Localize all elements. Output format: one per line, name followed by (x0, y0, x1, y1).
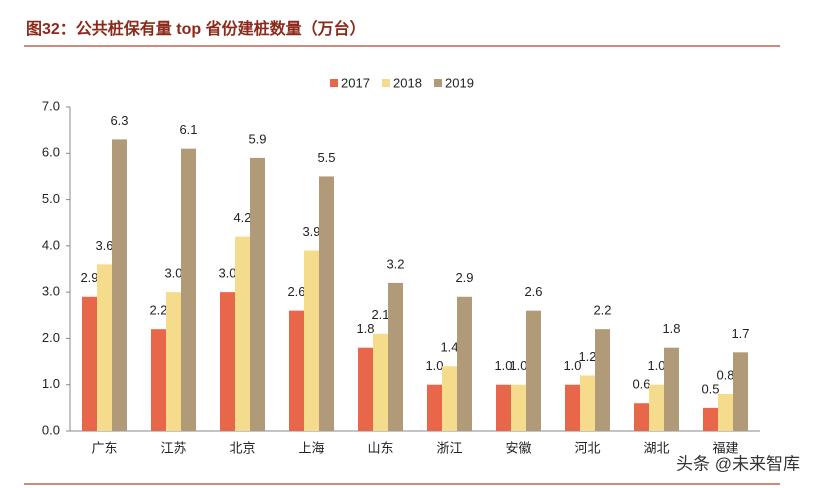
bar (289, 310, 304, 431)
value-label: 1.2 (578, 349, 596, 364)
x-tick-label: 安徽 (505, 440, 531, 455)
bar (181, 148, 196, 431)
y-tick-label: 6.0 (42, 145, 60, 160)
bar (220, 292, 235, 431)
value-label: 3.6 (95, 238, 113, 253)
bar (649, 384, 664, 431)
legend-swatch (382, 79, 390, 87)
bar (580, 375, 595, 431)
bar (496, 384, 511, 431)
x-tick-label: 湖北 (643, 440, 669, 455)
y-tick-label: 7.0 (42, 98, 60, 113)
value-label: 6.1 (179, 122, 197, 137)
x-tick-label: 江苏 (160, 440, 186, 455)
x-tick-label: 河北 (574, 440, 600, 455)
bar (304, 250, 319, 431)
value-label: 3.9 (302, 224, 320, 239)
bar (634, 403, 649, 431)
legend-swatch (330, 79, 338, 87)
bar (319, 176, 334, 431)
bar (112, 139, 127, 431)
value-label: 0.6 (632, 377, 650, 392)
bar (250, 157, 265, 431)
bar (82, 296, 97, 431)
value-label: 1.0 (563, 358, 581, 373)
bar (235, 236, 250, 431)
legend-label: 2018 (393, 75, 422, 90)
y-tick-label: 3.0 (42, 284, 60, 299)
bar (664, 347, 679, 431)
bar (457, 296, 472, 431)
value-label: 2.6 (524, 284, 542, 299)
value-label: 1.7 (731, 326, 749, 341)
value-label: 2.1 (371, 307, 389, 322)
value-label: 2.2 (593, 303, 611, 318)
bar (97, 264, 112, 431)
watermark: 头条 @未来智库 (676, 454, 800, 473)
y-tick-label: 2.0 (42, 330, 60, 345)
value-label: 1.8 (356, 321, 374, 336)
y-tick-label: 5.0 (42, 191, 60, 206)
bar (703, 407, 718, 431)
legend-label: 2019 (445, 75, 474, 90)
y-tick-label: 1.0 (42, 376, 60, 391)
bar (151, 329, 166, 431)
value-label: 1.8 (662, 321, 680, 336)
value-label: 1.0 (509, 358, 527, 373)
value-label: 6.3 (110, 113, 128, 128)
value-label: 1.4 (440, 340, 458, 355)
value-label: 1.0 (425, 358, 443, 373)
y-tick-label: 0.0 (42, 422, 60, 437)
bar (166, 292, 181, 431)
bar (718, 393, 733, 431)
bar (388, 282, 403, 431)
bar (373, 333, 388, 431)
legend-label: 2017 (341, 75, 370, 90)
bar (595, 329, 610, 431)
x-tick-label: 上海 (298, 440, 324, 455)
x-tick-label: 福建 (712, 440, 738, 455)
x-tick-label: 北京 (229, 440, 255, 455)
bar (442, 366, 457, 431)
value-label: 2.9 (80, 270, 98, 285)
value-label: 1.0 (647, 358, 665, 373)
legend-swatch (434, 79, 442, 87)
value-label: 3.0 (218, 266, 236, 281)
chart-title: 图32：公共桩保有量 top 省份建桩数量（万台） (26, 19, 366, 38)
value-label: 1.0 (494, 358, 512, 373)
value-label: 5.5 (317, 150, 335, 165)
bar (526, 310, 541, 431)
value-label: 5.9 (248, 131, 266, 146)
bar (358, 347, 373, 431)
value-label: 2.9 (455, 270, 473, 285)
value-label: 0.8 (716, 367, 734, 382)
bar (733, 352, 748, 431)
y-tick-label: 4.0 (42, 237, 60, 252)
value-label: 0.5 (701, 381, 719, 396)
x-tick-label: 山东 (367, 440, 393, 455)
x-tick-label: 浙江 (436, 440, 462, 455)
bar (565, 384, 580, 431)
value-label: 2.6 (287, 284, 305, 299)
value-label: 2.2 (149, 303, 167, 318)
bar (427, 384, 442, 431)
value-label: 4.2 (233, 210, 251, 225)
value-label: 3.2 (386, 256, 404, 271)
x-tick-label: 广东 (91, 440, 117, 455)
value-label: 3.0 (164, 266, 182, 281)
bar (511, 384, 526, 431)
